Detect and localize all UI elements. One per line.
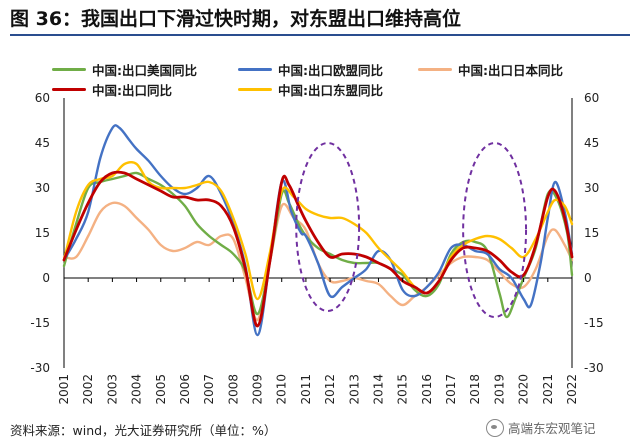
highlight-ellipse-2: [462, 142, 528, 318]
legend-label-total: 中国:出口同比: [92, 83, 172, 98]
series-line-total: [62, 170, 574, 328]
x-tick-label: 2018: [468, 374, 482, 405]
x-tick-label: 2016: [420, 374, 434, 405]
y-tick-label-right: 0: [584, 271, 592, 285]
x-tick-label: 2009: [251, 374, 265, 405]
series-line-asean: [62, 160, 574, 301]
x-tick-label: 2006: [178, 374, 192, 405]
x-tick-label: 2021: [541, 374, 555, 405]
x-tick-label: 2015: [396, 374, 410, 405]
legend-label-us: 中国:出口美国同比: [92, 63, 197, 78]
legend-item-total: 中国:出口同比: [52, 80, 172, 99]
legend-label-asean: 中国:出口东盟同比: [278, 83, 383, 98]
x-tick-label: 2007: [202, 374, 216, 405]
y-tick-label-right: 45: [584, 136, 599, 150]
series-line-eu: [62, 124, 574, 337]
x-tick-label: 2002: [81, 374, 95, 405]
y-tick-label-left: 0: [42, 271, 50, 285]
x-tick-label: 2014: [371, 374, 385, 405]
y-tick-label-right: 30: [584, 181, 599, 195]
y-tick-label-left: 60: [35, 91, 50, 105]
legend-item-japan: 中国:出口日本同比: [418, 60, 563, 79]
watermark: 高端东宏观笔记: [486, 418, 596, 437]
series-line-japan: [62, 201, 574, 322]
y-tick-label-right: 60: [584, 91, 599, 105]
x-tick-label: 2011: [299, 374, 313, 405]
x-tick-label: 2013: [347, 374, 361, 405]
legend-swatch-us: [52, 68, 86, 71]
legend-item-us: 中国:出口美国同比: [52, 60, 197, 79]
figure-title: 图 36：我国出口下滑过快时期，对东盟出口维持高位: [10, 8, 462, 30]
legend-item-asean: 中国:出口东盟同比: [238, 80, 383, 99]
x-tick-label: 2001: [57, 374, 71, 405]
x-tick-label: 2012: [323, 374, 337, 405]
title-divider: [10, 34, 630, 36]
legend-label-eu: 中国:出口欧盟同比: [278, 63, 383, 78]
legend-swatch-asean: [238, 88, 272, 91]
chart-legend: 中国:出口美国同比 中国:出口欧盟同比 中国:出口日本同比 中国:出口同比 中国…: [0, 0, 640, 100]
x-tick-label: 2005: [154, 374, 168, 405]
y-tick-label-right: 15: [584, 226, 599, 240]
legend-swatch-japan: [418, 68, 452, 71]
x-tick-label: 2004: [130, 374, 144, 405]
x-tick-label: 2017: [444, 374, 458, 405]
highlight-ellipse-1: [295, 142, 361, 312]
y-tick-label-left: -15: [30, 316, 50, 330]
source-note: 资料来源：wind，光大证券研究所（单位：%）: [10, 423, 277, 438]
legend-item-eu: 中国:出口欧盟同比: [238, 60, 383, 79]
x-tick-label: 2008: [226, 374, 240, 405]
x-tick-label: 2020: [517, 374, 531, 405]
wechat-icon: [486, 418, 504, 437]
legend-swatch-eu: [238, 68, 272, 71]
legend-label-japan: 中国:出口日本同比: [458, 63, 563, 78]
x-tick-label: 2022: [565, 374, 579, 405]
y-tick-label-left: 45: [35, 136, 50, 150]
watermark-text: 高端东宏观笔记: [508, 421, 596, 436]
x-tick-label: 2003: [105, 374, 119, 405]
x-tick-label: 2019: [492, 374, 506, 405]
y-tick-label-right: -15: [584, 316, 604, 330]
y-tick-label-left: 15: [35, 226, 50, 240]
x-tick-label: 2010: [275, 374, 289, 405]
series-line-us: [62, 171, 574, 319]
y-tick-label-right: -30: [584, 361, 604, 375]
y-tick-label-left: -30: [30, 361, 50, 375]
legend-swatch-total: [52, 88, 86, 91]
y-tick-label-left: 30: [35, 181, 50, 195]
